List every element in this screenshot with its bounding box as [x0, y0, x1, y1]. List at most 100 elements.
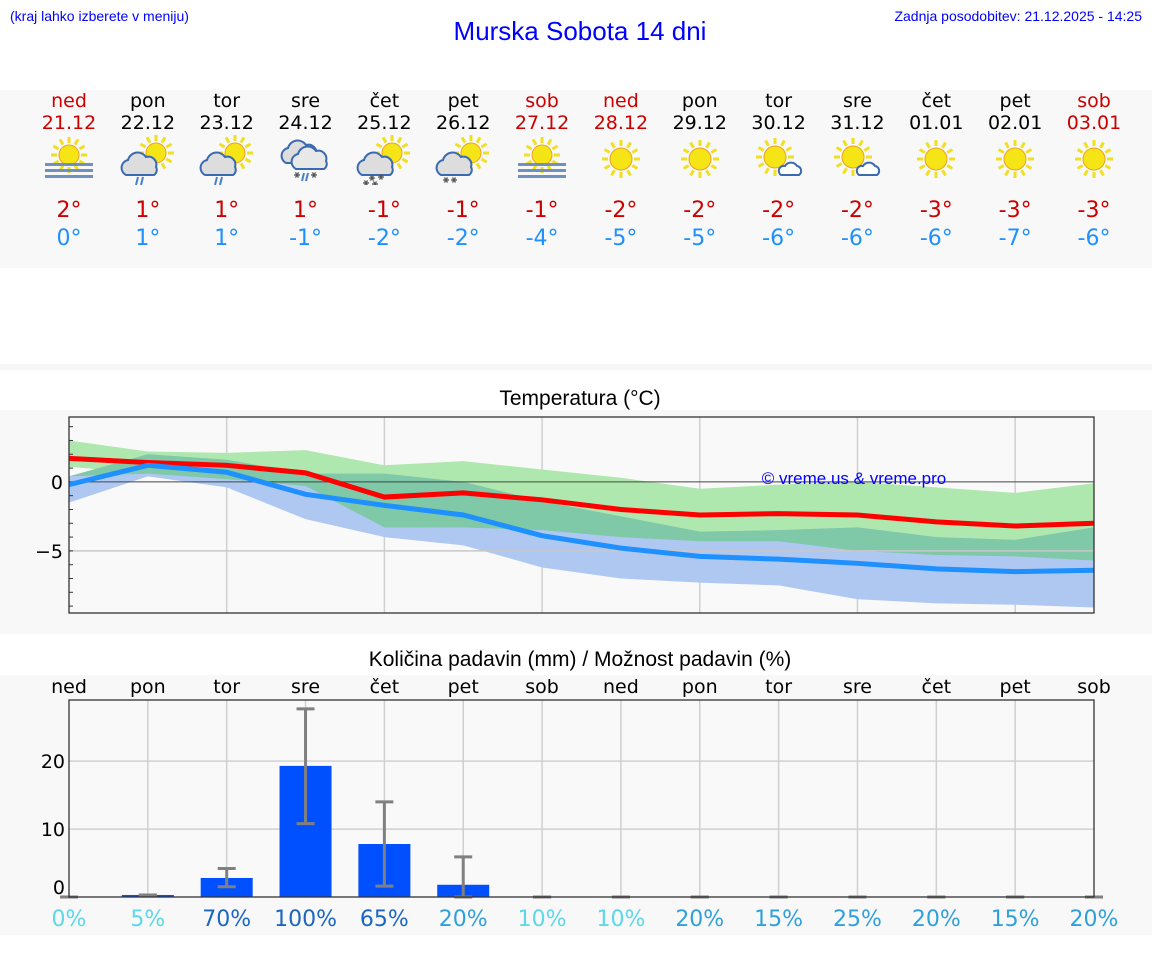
- precip-day-label: pet: [1000, 676, 1031, 698]
- day-name: sob: [525, 90, 559, 112]
- precip-day-label: pet: [448, 676, 479, 698]
- min-temp: -2°: [446, 226, 480, 251]
- sun-icon: [987, 135, 1043, 185]
- day-name: čet: [921, 90, 952, 112]
- temp-plot-frame: [68, 416, 1095, 614]
- min-temp: 1°: [135, 226, 161, 251]
- min-temp: 0°: [56, 226, 82, 251]
- precip-probability: 10%: [596, 907, 645, 932]
- day-date: 29.12: [672, 112, 727, 134]
- precip-probability: 15%: [754, 907, 803, 932]
- max-temp: -3°: [1077, 198, 1111, 223]
- day-date: 25.12: [357, 112, 412, 134]
- precip-day-label: sob: [1077, 676, 1111, 698]
- precip-day-label: ned: [51, 676, 87, 698]
- page-title: Murska Sobota 14 dni: [453, 16, 707, 46]
- precipitation-chart-title: Količina padavin (mm) / Možnost padavin …: [368, 648, 792, 671]
- max-temp: -3°: [919, 198, 953, 223]
- sun-icon: [593, 135, 649, 185]
- temp-y-tick-label: 0: [51, 472, 63, 494]
- day-date: 27.12: [514, 112, 570, 134]
- cloud-rain-snow-icon: [278, 135, 334, 185]
- day-date: 01.01: [909, 112, 964, 134]
- max-temp: 1°: [214, 198, 240, 223]
- day-date: 24.12: [278, 112, 333, 134]
- precip-y-tick-label: 20: [41, 751, 65, 773]
- day-date: 22.12: [120, 112, 176, 134]
- day-date: 21.12: [41, 112, 97, 134]
- day-date: 30.12: [751, 112, 806, 134]
- precip-plot-frame: [68, 699, 1095, 898]
- min-temp-line: [68, 462, 1095, 575]
- precip-probability: 20%: [675, 907, 724, 932]
- max-temp: 1°: [293, 198, 319, 223]
- day-date: 03.01: [1066, 112, 1122, 134]
- last-updated: Zadnja posodobitev: 21.12.2025 - 14:25: [894, 8, 1142, 24]
- precip-day-label: tor: [213, 676, 240, 698]
- day-date: 23.12: [199, 112, 254, 134]
- min-temp: -6°: [919, 226, 953, 251]
- sun-cloud-snow-light-icon: [435, 135, 491, 185]
- precip-probability: 15%: [991, 907, 1040, 932]
- precip-probability: 100%: [274, 907, 337, 932]
- location-menu-hint: (kraj lahko izberete v meniju): [10, 8, 189, 24]
- day-date: 31.12: [830, 112, 885, 134]
- min-temp: -6°: [840, 226, 874, 251]
- max-temp: -1°: [446, 198, 480, 223]
- min-temp: -2°: [367, 226, 401, 251]
- forecast-strip: ned 21.12 2° 0° pon 22.12 1° 1° tor 23.12 …: [0, 90, 1152, 268]
- max-temp: -2°: [840, 198, 874, 223]
- precip-probability: 70%: [202, 907, 251, 932]
- precip-probability: 20%: [1070, 907, 1119, 932]
- precip-plot-area: [69, 700, 1094, 897]
- max-temp: -2°: [683, 198, 717, 223]
- day-date: 02.01: [987, 112, 1043, 134]
- max-temp-line: [68, 455, 1095, 529]
- day-date: 26.12: [436, 112, 491, 134]
- day-name: pet: [447, 90, 479, 112]
- sun-icon: [672, 135, 728, 185]
- day-date: 28.12: [593, 112, 649, 134]
- precip-y-tick-label: 10: [41, 819, 65, 841]
- day-name: pon: [129, 90, 166, 112]
- precip-day-label: ned: [603, 676, 639, 698]
- max-temp: -3°: [998, 198, 1032, 223]
- min-temp: -7°: [998, 226, 1032, 251]
- day-name: pet: [999, 90, 1031, 112]
- precip-day-label: čet: [370, 676, 400, 698]
- max-temp: -1°: [525, 198, 559, 223]
- min-temp: -5°: [604, 226, 638, 251]
- precip-day-label: sre: [843, 676, 872, 698]
- max-temp: -2°: [762, 198, 796, 223]
- precip-probability: 20%: [439, 907, 488, 932]
- day-name: sre: [842, 90, 872, 112]
- min-temp: 1°: [214, 226, 240, 251]
- precip-day-label: tor: [765, 676, 792, 698]
- min-temp: -4°: [525, 226, 559, 251]
- max-temp: 1°: [135, 198, 161, 223]
- max-temp: 2°: [56, 198, 82, 223]
- precip-probability: 5%: [130, 907, 165, 932]
- precip-probability: 25%: [833, 907, 882, 932]
- precip-day-label: sre: [291, 676, 320, 698]
- fog-sun-icon: [514, 135, 570, 185]
- day-name: tor: [765, 90, 793, 112]
- min-temp: -5°: [683, 226, 717, 251]
- temperature-chart-title: Temperatura (°C): [499, 387, 661, 410]
- sun-icon: [1066, 135, 1122, 185]
- max-temp: -2°: [604, 198, 638, 223]
- precip-probability: 65%: [360, 907, 409, 932]
- watermark: © vreme.us & vreme.pro: [762, 469, 946, 488]
- precip-probability: 10%: [518, 907, 567, 932]
- day-name: sob: [1077, 90, 1111, 112]
- day-name: pon: [681, 90, 718, 112]
- max-temp: -1°: [367, 198, 401, 223]
- precip-day-label: pon: [682, 676, 718, 698]
- sun-cloud-rain-icon: [120, 135, 176, 186]
- fog-sun-icon: [41, 135, 97, 185]
- sun-icon: [908, 135, 964, 185]
- sun-cloud-snow-icon: [356, 135, 412, 187]
- precip-y-tick-label: 0: [53, 877, 65, 899]
- sun-cloud-rain-icon: [199, 135, 255, 186]
